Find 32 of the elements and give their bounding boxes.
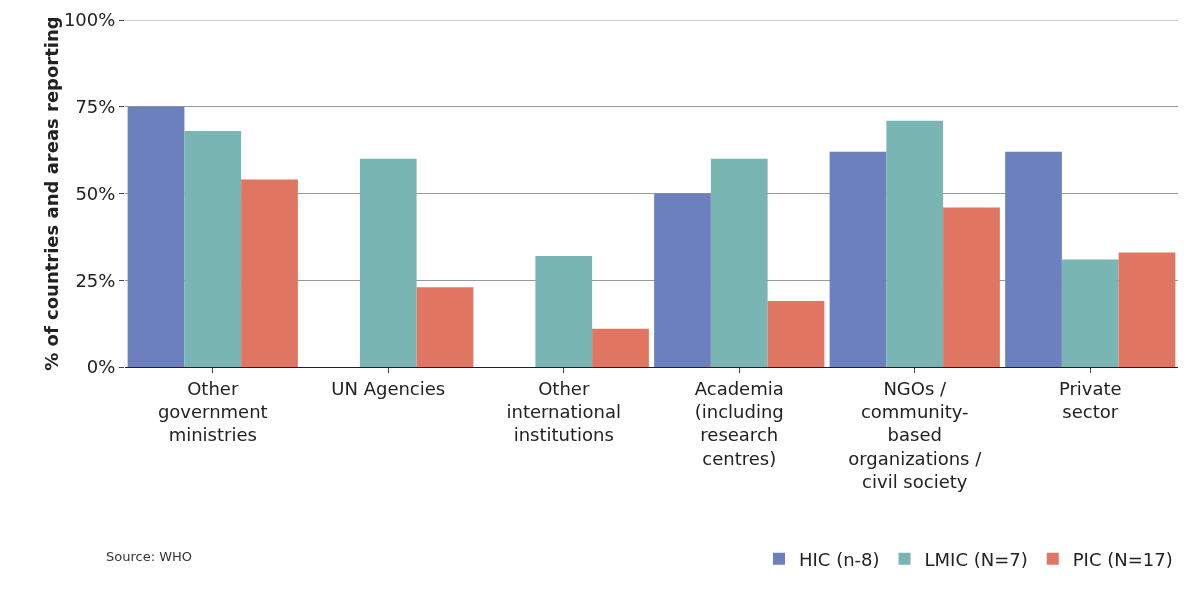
x-tick-label: Academia (including research centres) [694,377,784,469]
bar [886,120,944,367]
bar [1005,151,1062,367]
bar [829,151,887,367]
y-tick-label: 50% [75,182,116,204]
y-tick-label: 25% [75,269,116,291]
bar [416,287,474,367]
x-tick-label: UN Agencies [331,377,446,399]
bar [127,106,185,367]
bar [1061,259,1119,367]
legend-label: PIC (N=17) [1072,548,1173,570]
bar [710,158,768,367]
y-tick-label: 100% [63,9,116,31]
bar [592,328,649,367]
source-note: Source: WHO [106,549,193,564]
y-axis-title: % of countries and areas reporting [40,16,62,371]
bar [767,301,825,367]
bar [241,179,298,367]
y-tick-label: 0% [86,356,116,378]
x-tick-label: Private sector [1058,377,1122,422]
y-tick-label: 75% [75,96,116,118]
x-tick-label: Other international institutions [506,377,622,446]
legend-label: HIC (n-8) [799,548,880,570]
bar [1118,252,1176,367]
x-tick-label: Other government ministries [157,377,268,446]
legend-label: LMIC (N=7) [924,548,1028,570]
bar [535,255,593,367]
bar [359,158,417,367]
bar [184,131,242,367]
x-tick-label: NGOs / community- based organizations / civil society [848,377,983,493]
bar [943,207,1000,367]
bar [654,193,711,367]
